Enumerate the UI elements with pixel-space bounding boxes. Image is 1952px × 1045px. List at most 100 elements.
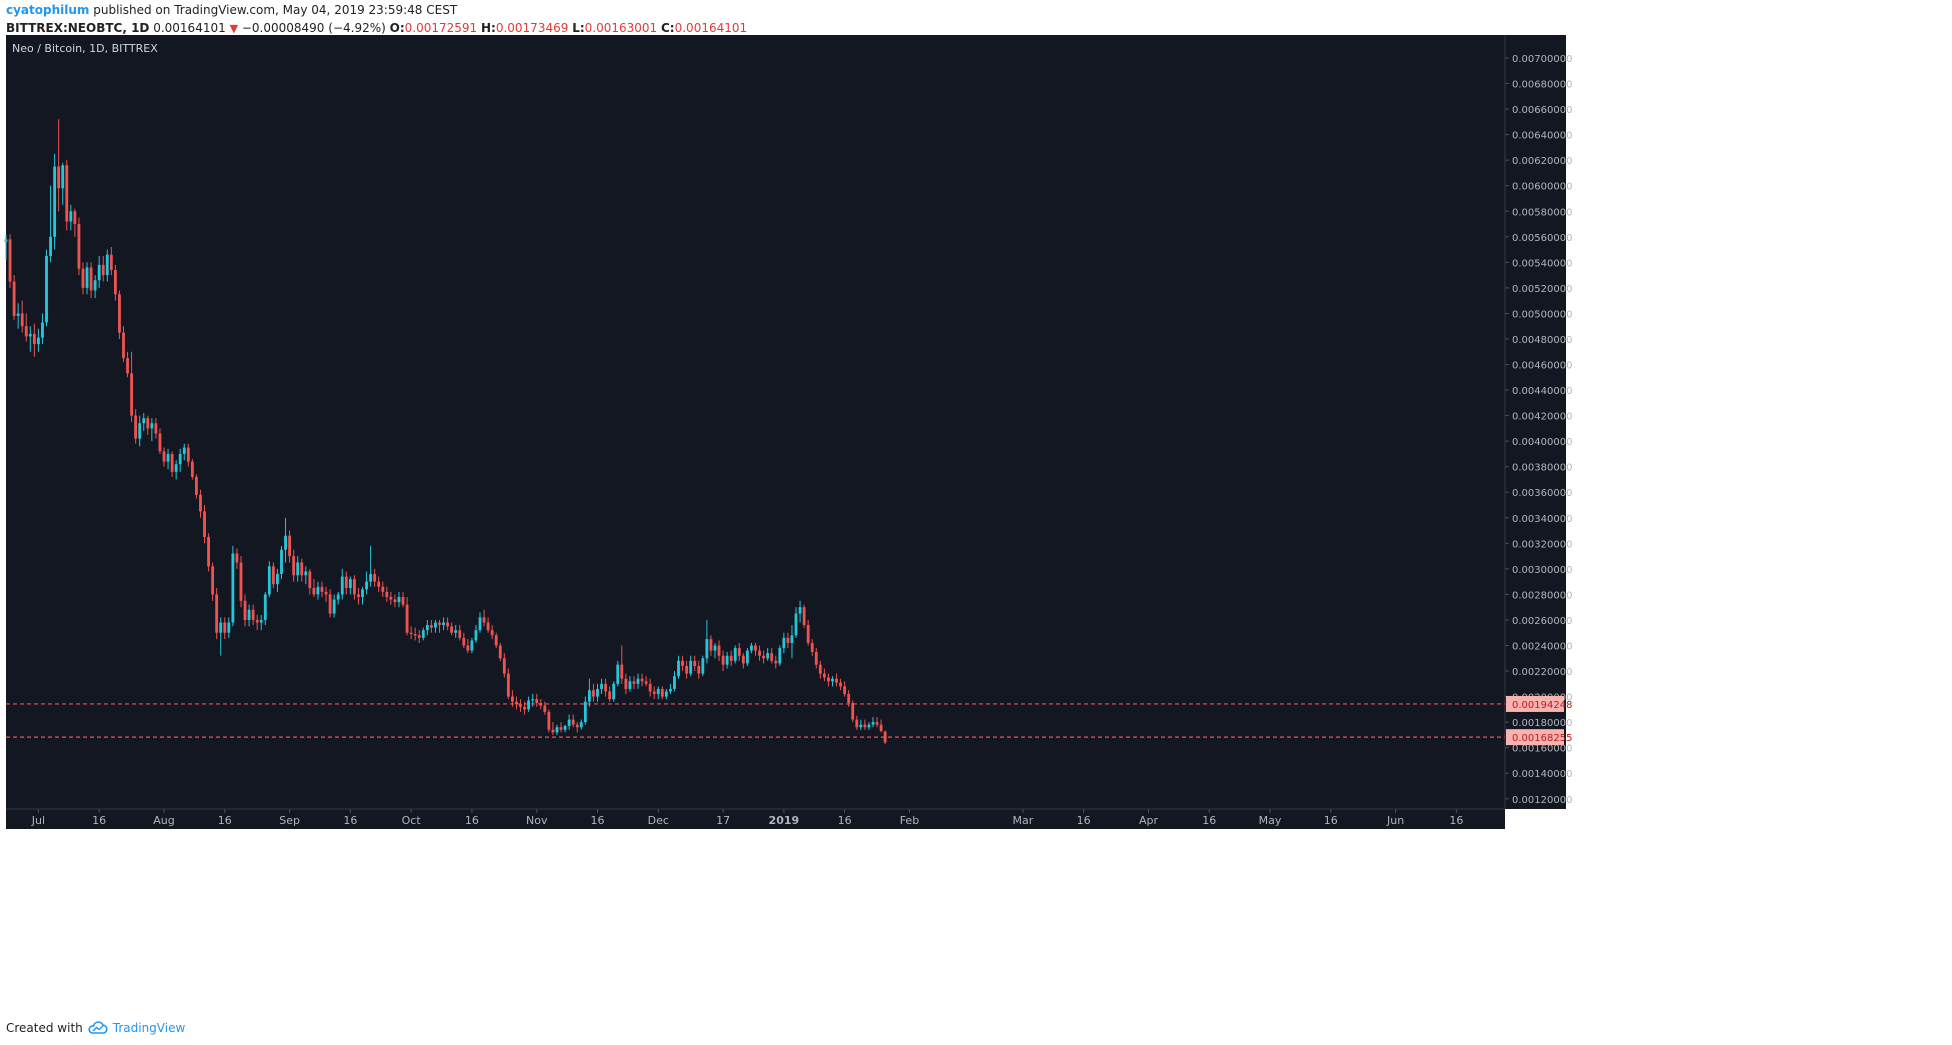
candle (438, 619, 441, 633)
candle (20, 300, 24, 333)
plot-background[interactable] (6, 35, 1505, 809)
candle (689, 655, 693, 677)
candle (81, 262, 85, 295)
candle (300, 558, 304, 582)
candle (721, 650, 725, 672)
candle (251, 604, 255, 626)
candle-body (515, 701, 518, 705)
candle (551, 722, 555, 735)
candle (628, 676, 632, 692)
candle (49, 185, 52, 263)
candle (660, 686, 664, 700)
y-tick-label: 0.00680000 (1512, 80, 1572, 91)
candle-body (741, 655, 745, 664)
candle-body (413, 634, 417, 636)
candle-body (194, 476, 198, 495)
y-tick-label: 0.00280000 (1512, 590, 1572, 601)
x-tick-label: May (1259, 814, 1282, 827)
candle (725, 651, 729, 669)
candle-body (65, 165, 69, 222)
candle-body (28, 333, 32, 337)
candle-body (482, 617, 486, 623)
candle (673, 671, 676, 692)
candle-body (620, 664, 624, 679)
author-link[interactable]: cyatophilum (6, 3, 90, 17)
candle (547, 709, 551, 733)
candle-body (827, 677, 830, 682)
candle (369, 545, 373, 587)
candle-body (664, 691, 668, 697)
y-tick-label: 0.00480000 (1512, 335, 1572, 346)
time-axis[interactable] (6, 809, 1505, 829)
candle (616, 660, 620, 687)
candle-body (563, 725, 567, 730)
candle-body (85, 267, 89, 288)
candle-body (575, 724, 579, 728)
y-tick-label: 0.00300000 (1512, 565, 1572, 576)
candle-body (267, 566, 271, 595)
candle (308, 568, 312, 595)
candle (705, 619, 709, 664)
price-change: −0.00008490 (−4.92%) (241, 21, 386, 35)
candle (207, 533, 210, 572)
candle-body (442, 622, 445, 626)
tradingview-link[interactable]: TradingView (112, 1021, 186, 1035)
y-tick-label: 0.00620000 (1512, 156, 1572, 167)
candle (417, 630, 421, 643)
candle (600, 678, 603, 695)
footer: Created with TradingView (6, 1021, 185, 1035)
candle (365, 571, 368, 595)
candle-body (288, 535, 292, 557)
candle (271, 562, 275, 589)
candle-body (693, 660, 697, 666)
candle-body (859, 724, 863, 728)
candle-body (790, 635, 794, 643)
candle-body (758, 650, 761, 656)
candle (4, 234, 8, 260)
candle (190, 459, 194, 480)
candle-body (725, 655, 729, 665)
y-tick-label: 0.00440000 (1512, 386, 1572, 397)
candle (859, 719, 863, 730)
candle-body (401, 596, 405, 605)
candle (839, 678, 842, 691)
candle-body (336, 594, 340, 600)
candle (713, 642, 717, 659)
time-axis-labels: Jul 16 Aug 16 Sep 16 Oct 16 Nov 16 Dec 17 2019 16 Feb M… (31, 809, 1463, 827)
candle (745, 648, 749, 666)
candle (879, 719, 883, 733)
y-tick-label: 0.00580000 (1512, 207, 1572, 218)
candle (762, 650, 766, 664)
candle-body (97, 264, 101, 281)
candle (531, 694, 535, 707)
tradingview-cloud-icon (88, 1021, 108, 1034)
candle-body (519, 704, 522, 707)
x-tick-label: 16 (92, 814, 106, 827)
candle-body (697, 665, 701, 674)
candle-body (669, 688, 672, 692)
candle-body (365, 581, 368, 590)
y-tick-label: 0.00260000 (1512, 616, 1572, 627)
candle (405, 596, 409, 636)
candle (130, 351, 134, 422)
candle (620, 645, 624, 684)
price-axis[interactable] (1505, 35, 1566, 809)
candle (194, 474, 198, 499)
candle (604, 678, 608, 697)
candle-body (486, 622, 490, 631)
candle (636, 673, 640, 689)
y-tick-label: 0.00520000 (1512, 284, 1572, 295)
candle (750, 642, 753, 654)
candle (571, 714, 575, 728)
candle (486, 617, 490, 633)
x-tick-label: 16 (343, 814, 357, 827)
x-tick-label: 16 (1449, 814, 1463, 827)
x-tick-label: Jun (1386, 814, 1404, 827)
down-arrow-icon: ▼ (229, 22, 239, 35)
candle (429, 619, 433, 633)
candle-body (130, 373, 134, 416)
x-tick-label: Apr (1139, 814, 1159, 827)
x-tick-label: 17 (716, 814, 730, 827)
candle-body (778, 648, 782, 664)
